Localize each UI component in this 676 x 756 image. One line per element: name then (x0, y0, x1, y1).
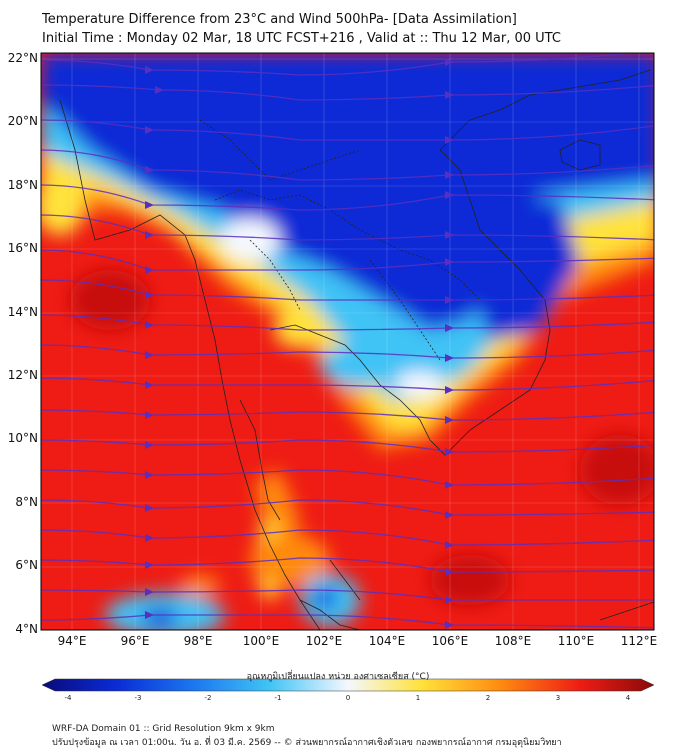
wind-arrowhead (445, 386, 454, 394)
lat-label: 8°N (15, 494, 38, 509)
lon-label: 104°E (368, 634, 406, 648)
lon-label: 112°E (620, 634, 658, 648)
wind-streamline (41, 529, 654, 546)
lat-label: 22°N (7, 51, 38, 65)
footer-line-2: ปรับปรุงข้อมูล ณ เวลา 01:00น. วัน อ. ที่… (52, 738, 562, 748)
wind-streamline (41, 279, 654, 301)
lat-label: 18°N (7, 177, 38, 192)
wind-arrowhead (445, 416, 454, 424)
colorbar-tick: -2 (204, 694, 212, 702)
wind-streamline (41, 439, 654, 453)
wind-arrowhead (145, 126, 154, 134)
lat-label: 16°N (7, 241, 38, 256)
wind-arrowhead (445, 481, 454, 489)
wind-streamline (41, 614, 654, 629)
colorbar-tick: 0 (345, 694, 351, 702)
colorbar-tick: -1 (274, 694, 282, 702)
footer-line-1: WRF-DA Domain 01 :: Grid Resolution 9km … (52, 724, 275, 734)
lon-label: 110°E (557, 634, 595, 648)
lon-label: 108°E (494, 634, 532, 648)
wind-arrowhead (155, 86, 164, 94)
wind-arrowhead (145, 441, 154, 449)
wind-streamline (41, 589, 654, 601)
wind-streamlines (41, 53, 654, 629)
wind-arrowhead (445, 621, 454, 629)
wind-arrowhead (145, 534, 154, 542)
wind-arrowhead (145, 471, 154, 479)
wind-arrowhead (145, 266, 154, 274)
wind-streamline (41, 214, 654, 241)
colorbar-tick: 3 (555, 694, 561, 702)
wind-arrowhead (145, 381, 154, 389)
wind-streamline (41, 119, 654, 141)
lon-label: 106°E (431, 634, 469, 648)
wind-arrowhead (145, 411, 154, 419)
title-line-1: Temperature Difference from 23°C and Win… (42, 12, 517, 27)
title-line-2: Initial Time : Monday 02 Mar, 18 UTC FCS… (42, 31, 561, 46)
wind-streamline (41, 53, 639, 76)
colorbar (41, 678, 655, 692)
wind-arrowhead (445, 596, 454, 604)
wind-arrowhead (445, 231, 454, 239)
lat-label: 4°N (15, 621, 38, 636)
footer: WRF-DA Domain 01 :: Grid Resolution 9km … (52, 722, 562, 750)
wind-arrowhead (445, 191, 454, 199)
wind-streamline (41, 84, 654, 101)
wind-arrowhead (445, 448, 454, 456)
plot-frame (40, 52, 655, 631)
lat-label: 6°N (15, 558, 38, 573)
map-title: Temperature Difference from 23°C and Win… (42, 10, 561, 48)
wind-arrowhead (445, 296, 454, 304)
wind-arrowhead (445, 354, 454, 362)
wind-arrowhead (145, 351, 154, 359)
lon-label: 98°E (183, 634, 213, 648)
wind-streamline (41, 344, 654, 359)
colorbar-tick: -4 (64, 694, 72, 702)
wind-streamline (41, 469, 654, 486)
wind-arrowhead (145, 66, 154, 74)
wind-arrowhead (445, 258, 454, 266)
wind-arrowhead (445, 171, 454, 179)
wind-arrowhead (445, 324, 454, 332)
wind-arrowhead (445, 136, 454, 144)
wind-arrowhead (445, 511, 454, 519)
wind-arrowhead (145, 291, 154, 299)
lat-label: 20°N (7, 114, 38, 129)
wind-streamline (41, 409, 654, 421)
wind-streamline (41, 557, 654, 573)
wind-arrowhead (445, 58, 454, 66)
wind-arrowhead (145, 231, 154, 239)
wind-streamline (41, 499, 654, 516)
lon-label: 100°E (242, 634, 280, 648)
colorbar-tick: 2 (485, 694, 491, 702)
wind-arrowhead (445, 91, 454, 99)
wind-arrowhead (145, 611, 154, 619)
colorbar-bar (41, 678, 655, 692)
colorbar-label: อุณหภูมิเปลี่ยนแปลง หน่วย องศาเซลเซียส (… (246, 672, 430, 682)
colorbar-tick: 4 (625, 694, 631, 702)
lat-label: 14°N (7, 304, 38, 319)
wind-streamline (41, 314, 654, 331)
wind-arrowhead (145, 201, 154, 209)
lon-label: 94°E (57, 634, 87, 648)
colorbar-tick: -3 (134, 694, 142, 702)
wind-arrowhead (445, 541, 454, 549)
lon-label: 96°E (120, 634, 150, 648)
wind-arrowhead (145, 588, 154, 596)
wind-streamline (41, 149, 654, 181)
wind-arrowhead (145, 561, 154, 569)
wind-arrowhead (445, 568, 454, 576)
wind-streamline (41, 184, 654, 211)
wind-streamline (41, 377, 654, 391)
lat-label: 10°N (7, 431, 38, 446)
colorbar-tick: 1 (415, 694, 421, 702)
wind-arrowhead (145, 166, 154, 174)
lon-label: 102°E (305, 634, 343, 648)
wind-streamline (41, 249, 654, 271)
wind-arrowhead (145, 321, 154, 329)
lat-label: 12°N (7, 368, 38, 382)
wind-arrowhead (145, 504, 154, 512)
